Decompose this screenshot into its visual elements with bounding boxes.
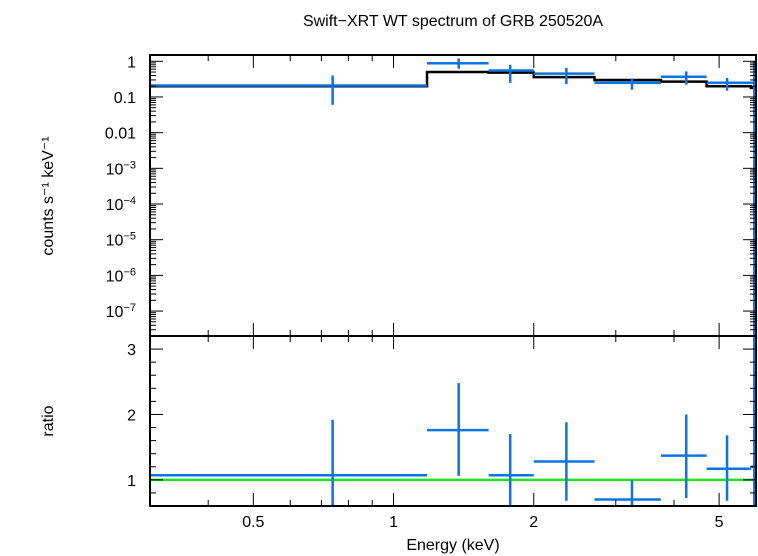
- spectrum-data-point: [594, 78, 661, 90]
- ratio-data-point: [660, 414, 707, 499]
- y-tick-label: 0.1: [114, 90, 136, 107]
- y-tick-label: 0.01: [105, 126, 136, 143]
- spectrum-panel-frame: [149, 54, 757, 337]
- spectrum-data-point: [706, 78, 751, 91]
- y-tick-exponent: −6: [123, 266, 136, 278]
- y-tick-exponent: −3: [123, 159, 136, 171]
- spectrum-data-point: [660, 71, 707, 85]
- spectrum-data-point: [533, 67, 595, 85]
- y-tick-label: 10−6: [106, 266, 136, 285]
- x-tick-label: 0.5: [242, 514, 264, 531]
- x-tick-label: 5: [715, 514, 724, 531]
- spectrum-data-point: [488, 64, 534, 83]
- chart-title: Swift−XRT WT spectrum of GRB 250520A: [303, 13, 603, 30]
- ratio-data-point: [150, 419, 428, 506]
- y-tick-label: 10−7: [106, 302, 136, 321]
- spectrum-panel: 1 0.1 0.01 10−3 10−4 10−5 10−6 10−7: [105, 54, 757, 349]
- model-step-line: [150, 70, 756, 90]
- x-tick-label: 1: [389, 514, 398, 531]
- ratio-tick-label: 1: [127, 473, 136, 490]
- y-tick-exponent: −4: [123, 195, 136, 207]
- ratio-panel: 1 2 3 0.5 1 2 5: [127, 335, 757, 531]
- y-tick-label: 10−4: [106, 195, 136, 214]
- spectrum-data-point: [427, 58, 489, 69]
- ratio-panel-frame: [149, 335, 757, 507]
- y-tick-exponent: −5: [123, 231, 136, 243]
- y-tick-label: 1: [127, 54, 136, 71]
- y-tick-label: 10−3: [106, 159, 136, 178]
- ratio-tick-label: 3: [127, 342, 136, 359]
- spectrum-y-axis-label: counts s⁻¹ keV⁻¹: [40, 136, 57, 255]
- y-tick-exponent: −7: [123, 302, 136, 314]
- ratio-data-point: [427, 383, 489, 476]
- x-axis-label: Energy (keV): [406, 537, 499, 554]
- spectrum-data-point: [150, 75, 428, 105]
- ratio-data-point: [533, 422, 595, 501]
- y-tick-label: 10−5: [106, 231, 136, 250]
- ratio-data-point: [488, 434, 534, 506]
- x-tick-label: 2: [529, 514, 538, 531]
- ratio-data-point: [594, 479, 661, 506]
- ratio-data-point: [706, 435, 751, 501]
- ratio-tick-label: 2: [127, 407, 136, 424]
- ratio-y-axis-label: ratio: [40, 405, 57, 436]
